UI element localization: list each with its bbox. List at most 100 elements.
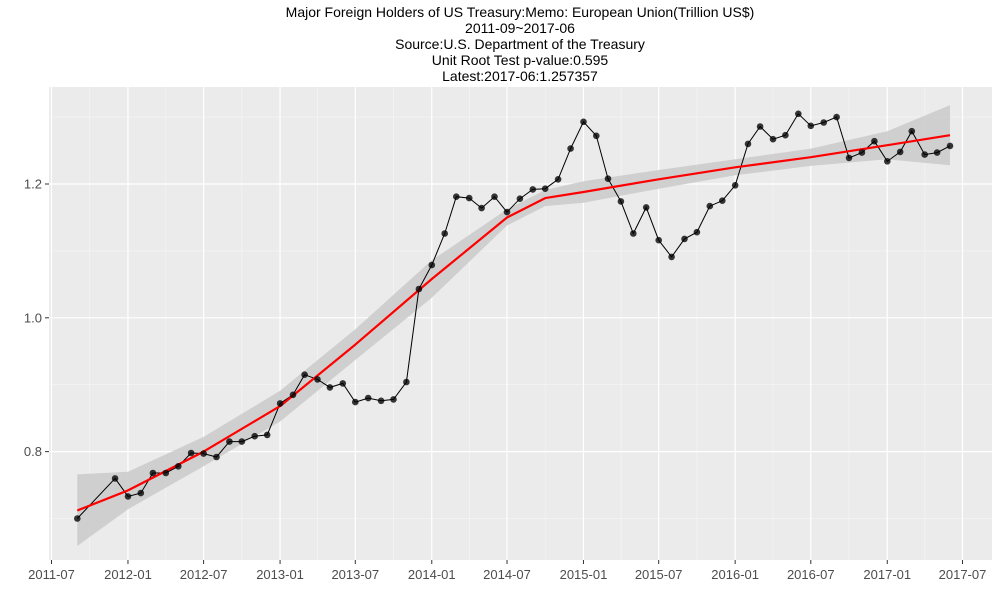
data-point [415, 285, 423, 293]
plot-panel [49, 87, 992, 560]
x-tick-label: 2013-07 [331, 567, 379, 582]
x-tick-label: 2016-01 [711, 567, 759, 582]
y-tick-label: 0.8 [24, 444, 42, 459]
data-point [276, 400, 284, 407]
x-tick-label: 2014-07 [483, 567, 531, 582]
chart-title: Major Foreign Holders of US Treasury:Mem… [285, 4, 755, 20]
data-point [807, 122, 815, 130]
x-tick-label: 2017-01 [863, 567, 911, 582]
data-point [149, 469, 157, 477]
data-point [617, 198, 625, 205]
data-point [263, 431, 271, 439]
data-point [326, 384, 334, 391]
data-point [593, 132, 600, 140]
data-point [744, 140, 752, 148]
data-point [390, 396, 397, 403]
x-tick-label: 2016-07 [787, 567, 835, 582]
data-point [187, 449, 195, 457]
data-point [213, 453, 220, 461]
data-point [403, 378, 410, 386]
data-point [858, 149, 866, 156]
data-point [111, 475, 119, 482]
data-point [301, 371, 308, 379]
data-point [731, 182, 739, 189]
x-tick-label: 2015-07 [635, 567, 683, 582]
chart-title-block: Major Foreign Holders of US Treasury:Mem… [0, 4, 1000, 84]
data-point [921, 151, 928, 158]
x-tick-label: 2012-01 [104, 567, 152, 582]
x-tick-label: 2012-07 [180, 567, 228, 582]
data-point [845, 154, 853, 162]
data-point [782, 131, 789, 139]
data-point [428, 261, 436, 269]
x-tick-label: 2011-07 [28, 567, 75, 582]
x-tick-label: 2017-07 [939, 567, 987, 582]
data-point [820, 119, 827, 126]
smooth-line-layer [76, 134, 951, 512]
data-point [908, 127, 916, 135]
data-point [756, 123, 764, 130]
data-point [567, 145, 574, 152]
data-point [580, 118, 587, 126]
data-point [529, 186, 537, 193]
major-gridlines [49, 87, 992, 560]
data-point [200, 450, 207, 457]
y-axis: 0.8 1.0 1.2 [24, 177, 49, 459]
chart-latest-value: Latest:2017-06:1.257357 [442, 68, 598, 84]
x-tick-label: 2014-01 [408, 567, 456, 582]
smooth-trend-line [76, 134, 951, 512]
data-point [137, 489, 145, 497]
data-point [946, 142, 954, 150]
data-point [630, 230, 637, 237]
data-point [441, 230, 449, 237]
data-point [478, 204, 485, 212]
data-point [339, 380, 347, 387]
data-point [238, 438, 246, 445]
data-point [226, 438, 233, 445]
data-point [364, 394, 372, 402]
x-tick-label: 2013-01 [256, 567, 304, 582]
data-point [668, 253, 675, 261]
y-tick-label: 1.2 [24, 177, 42, 192]
x-tick-label: 2015-01 [560, 567, 608, 582]
data-point [554, 176, 562, 183]
data-point [693, 228, 701, 236]
data-point [541, 185, 549, 192]
data-point [289, 391, 297, 399]
data-point [706, 202, 714, 210]
data-point [162, 469, 170, 477]
data-point [503, 208, 511, 216]
y-tick-label: 1.0 [24, 310, 42, 325]
data-points-layer [74, 110, 954, 522]
data-point [352, 398, 359, 406]
data-point [795, 110, 802, 118]
data-point [769, 135, 777, 143]
chart-unit-root-test: Unit Root Test p-value:0.595 [431, 52, 609, 68]
data-point [465, 194, 473, 202]
data-point [175, 463, 182, 470]
data-point [124, 493, 132, 500]
data-point [655, 236, 662, 244]
data-point [74, 515, 81, 522]
minor-gridlines [49, 87, 992, 560]
data-point [896, 148, 904, 156]
data-point [933, 149, 941, 156]
data-point [314, 376, 321, 383]
chart-source: Source:U.S. Department of the Treasury [395, 36, 645, 52]
data-point [833, 113, 840, 121]
data-point [642, 204, 650, 211]
data-point [491, 193, 498, 200]
data-point [719, 197, 726, 204]
data-point [453, 193, 460, 200]
data-point [251, 432, 258, 440]
chart-date-range: 2011-09~2017-06 [465, 20, 575, 36]
data-point [604, 175, 612, 182]
data-point [681, 235, 688, 243]
data-point [516, 195, 524, 202]
data-point [871, 137, 878, 145]
data-point [377, 397, 385, 405]
x-axis: 2011-07 2012-01 2012-07 2013-01 2013-07 2014-… [28, 560, 986, 582]
data-point [884, 158, 891, 165]
